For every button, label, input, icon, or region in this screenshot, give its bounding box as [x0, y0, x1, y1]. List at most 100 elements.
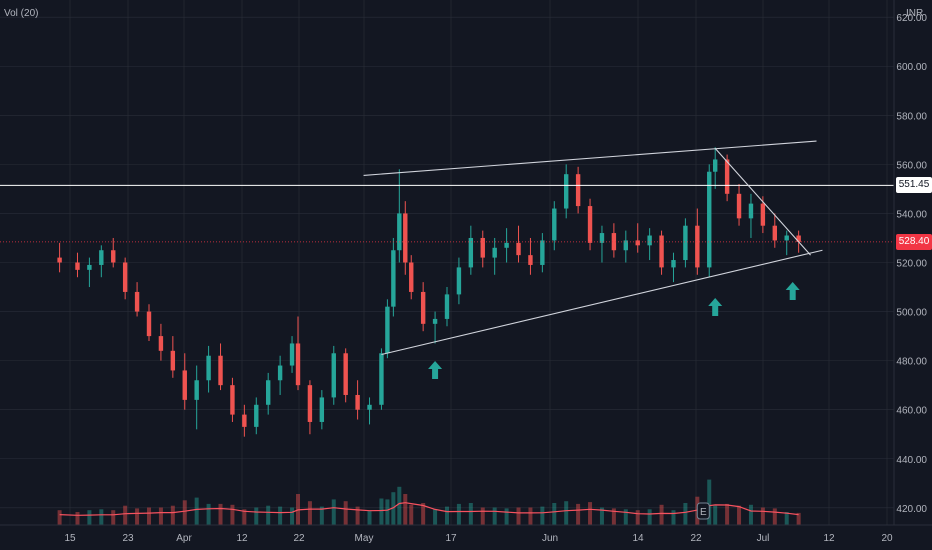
candle-body — [707, 171, 712, 268]
candle-body — [713, 159, 718, 172]
candle-body — [57, 257, 62, 263]
volume-bar — [635, 510, 640, 525]
candle-body — [218, 355, 223, 386]
time-tick-label: 12 — [236, 533, 248, 544]
volume-bar — [623, 509, 628, 525]
volume-bar — [409, 504, 414, 525]
candle-body — [772, 225, 777, 241]
up-arrow-icon — [428, 361, 443, 379]
event-marker-icon — [696, 502, 710, 520]
candle-body — [242, 414, 247, 427]
candle-body — [492, 247, 497, 258]
candle-body — [319, 397, 325, 422]
earnings-event-marker[interactable]: E — [696, 502, 710, 520]
volume-bar — [504, 508, 509, 525]
candle-body — [456, 267, 462, 295]
candle-body — [552, 208, 557, 241]
last-price-badge: 528.40 — [896, 233, 932, 250]
price-tick-label: 600.00 — [896, 62, 927, 73]
candle-body — [403, 213, 408, 263]
volume-bar — [725, 503, 730, 525]
candle-body — [575, 174, 581, 207]
volume-bar — [588, 502, 593, 525]
trendlines[interactable] — [363, 140, 823, 356]
volume-bar — [135, 508, 140, 525]
volume-bar — [611, 508, 616, 525]
candle-body — [367, 404, 372, 410]
volume-bar — [748, 504, 753, 525]
candle-body — [295, 343, 301, 386]
time-axis[interactable]: 15 23 Apr 12 22 May 17 Jun 14 22 Jul 12 20 — [64, 533, 893, 544]
annotation-arrows — [428, 282, 800, 379]
candle-body — [254, 404, 259, 427]
volume-bar — [760, 507, 765, 525]
candle-body — [516, 242, 521, 256]
candle-body — [540, 240, 545, 265]
candle-body — [683, 225, 688, 261]
volume-bar — [397, 486, 402, 525]
volume-bar — [87, 510, 92, 525]
candle-body — [468, 237, 474, 268]
volume-bar — [57, 510, 62, 525]
candle-body — [724, 159, 730, 194]
volume-bar — [391, 492, 396, 525]
volume-bar — [671, 510, 676, 525]
volume-bar — [331, 499, 336, 525]
volume-bar — [599, 507, 604, 525]
volume-bar — [194, 497, 199, 525]
volume-bar — [230, 504, 235, 525]
up-arrow-icon — [708, 298, 723, 316]
candle-body — [671, 260, 676, 268]
candle-body — [409, 262, 414, 292]
price-tick-label: 460.00 — [896, 406, 927, 417]
currency-label: INR — [906, 8, 924, 19]
volume-bar — [564, 501, 569, 525]
trendline — [714, 148, 811, 256]
candle-body — [796, 235, 801, 242]
candle-body — [379, 353, 384, 405]
candle-body — [355, 394, 360, 410]
volume-bar — [355, 506, 360, 525]
candle-body — [307, 385, 313, 422]
volume-indicator-label[interactable]: Vol (20) — [4, 8, 39, 19]
volume-bar — [278, 506, 283, 525]
volume-bar — [99, 509, 104, 525]
event-marker-label: E — [700, 507, 707, 518]
volume-bar — [516, 507, 521, 525]
time-tick-label: Jun — [542, 533, 558, 544]
volume-bar — [796, 512, 801, 525]
time-tick-label: Jul — [757, 533, 770, 544]
candle-body — [420, 291, 426, 324]
candle-body — [748, 203, 754, 219]
candle-body — [784, 235, 789, 241]
price-tick-label: 560.00 — [896, 160, 927, 171]
volume-bar — [480, 507, 485, 525]
volume-bar — [737, 505, 742, 525]
price-tick-label: 620.00 — [896, 13, 927, 24]
volume-bar — [433, 509, 438, 525]
candle-body — [99, 250, 104, 265]
trendline — [381, 249, 823, 356]
candle-body — [695, 225, 700, 268]
volume-bar — [528, 507, 533, 525]
price-tick-label: 580.00 — [896, 111, 927, 122]
price-axis[interactable]: 420.00 440.00 460.00 480.00 500.00 520.00 540.… — [896, 13, 927, 515]
volume-bar — [468, 503, 473, 525]
price-tick-label: 440.00 — [896, 455, 927, 466]
candle-body — [432, 318, 438, 324]
candle-body — [158, 336, 164, 351]
candle-body — [504, 242, 509, 248]
volume-bar — [445, 506, 449, 525]
volume-bar — [540, 506, 545, 525]
volume-ma-line — [59, 502, 799, 516]
volume-bar — [659, 504, 664, 525]
volume-bar — [385, 499, 390, 525]
candle-body — [134, 291, 140, 312]
volume-bar — [147, 507, 151, 525]
candle-body — [444, 294, 450, 319]
candle-body — [266, 380, 271, 405]
volume-bar — [772, 508, 777, 525]
candle-body — [194, 380, 199, 400]
volume-bar — [111, 510, 116, 525]
